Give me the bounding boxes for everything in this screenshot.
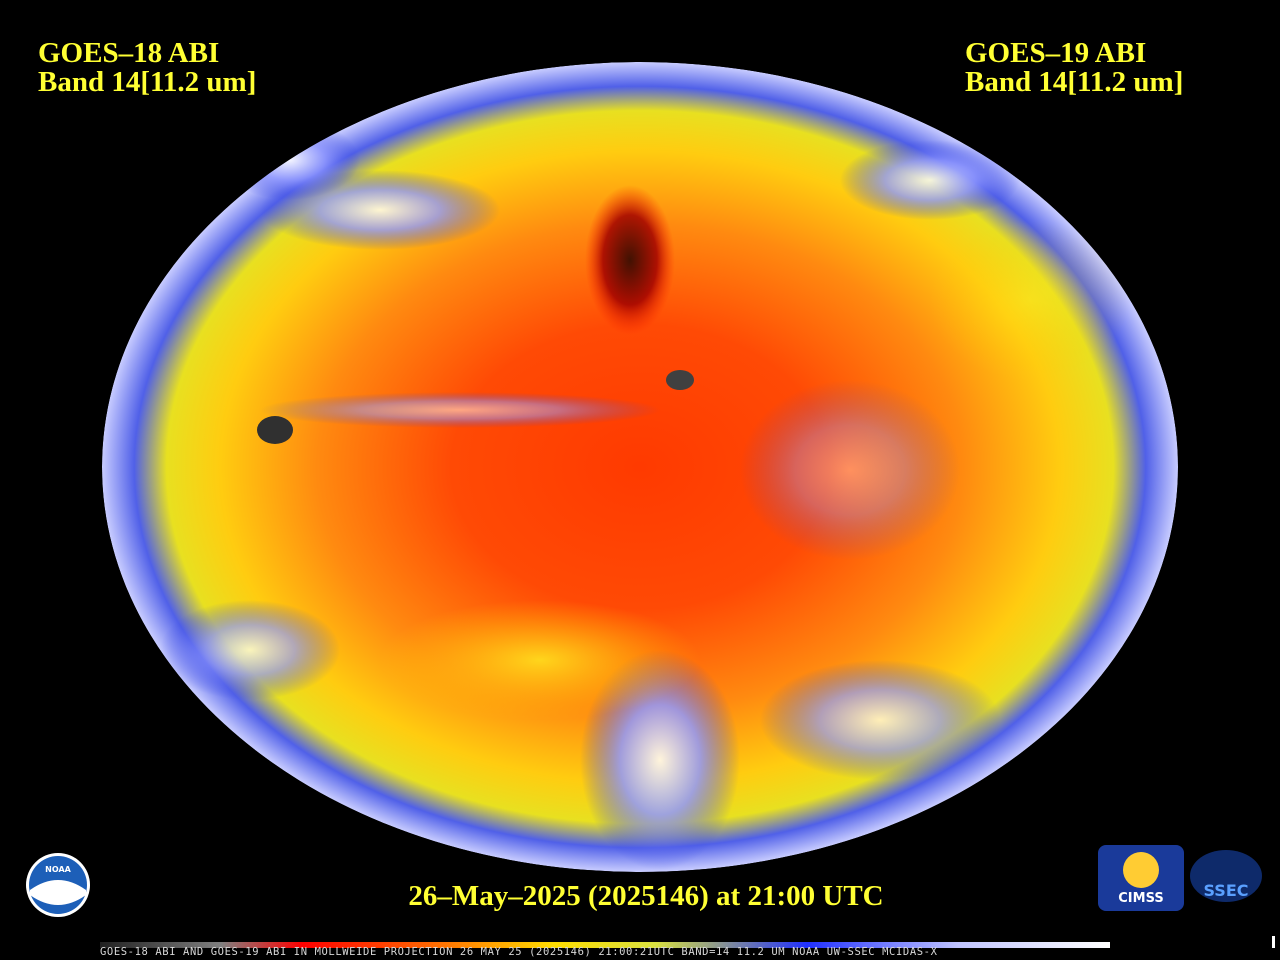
left-band: Band 14[11.2 um] [38,66,256,98]
right-band: Band 14[11.2 um] [965,66,1183,98]
left-satellite: GOES–18 ABI [38,37,219,69]
color-bar [100,942,1110,948]
globe [102,62,1178,872]
corner-mark [1272,936,1275,948]
noaa-logo: NOAA [26,853,90,917]
footer-caption: GOES-18 ABI AND GOES-19 ABI IN MOLLWEIDE… [100,946,938,958]
right-satellite: GOES–19 ABI [965,37,1146,69]
noaa-label: NOAA [45,865,71,874]
cimss-label: CIMSS [1118,891,1163,906]
cimss-logo: CIMSS [1098,845,1184,911]
ssec-logo: SSEC [1190,850,1262,902]
ssec-label: SSEC [1204,881,1249,900]
timestamp: 26–May–2025 (2025146) at 21:00 UTC [408,880,883,912]
